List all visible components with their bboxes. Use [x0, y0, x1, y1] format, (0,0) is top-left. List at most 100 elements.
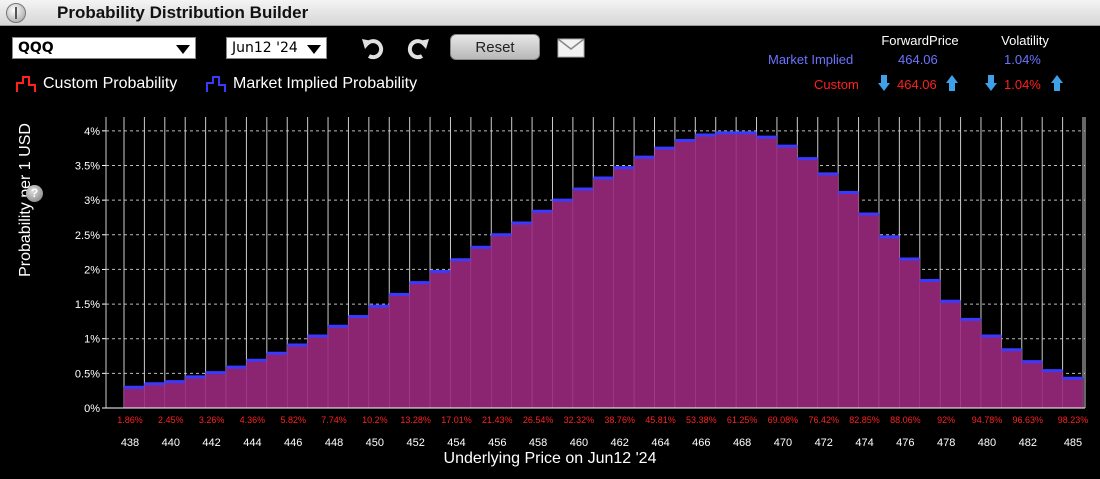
cumulative-probability-label: 76.42% [808, 415, 839, 425]
probability-bar[interactable] [286, 344, 308, 409]
probability-bar[interactable] [1001, 349, 1023, 409]
forward-price-header: ForwardPrice [881, 33, 959, 48]
market-volatility-value: 1.04% [1004, 52, 1041, 67]
probability-bar[interactable] [1041, 370, 1063, 409]
reset-button[interactable]: Reset [450, 34, 540, 60]
probability-bar[interactable] [348, 316, 370, 409]
chevron-down-icon [176, 45, 190, 54]
probability-bar[interactable] [858, 213, 880, 409]
probability-bar[interactable] [205, 372, 227, 409]
probability-bar[interactable] [919, 280, 941, 409]
title-bar: Probability Distribution Builder [0, 0, 1100, 26]
probability-bar[interactable] [450, 259, 472, 409]
cumulative-probability-label: 3.26% [199, 415, 225, 425]
probability-bar[interactable] [552, 199, 574, 409]
probability-bar[interactable] [980, 335, 1002, 409]
probability-bar[interactable] [491, 234, 512, 409]
probability-bar[interactable] [327, 325, 349, 409]
y-tick-label: 0% [84, 403, 100, 415]
probability-bar[interactable] [368, 305, 390, 409]
x-tick-label: 464 [651, 437, 669, 449]
x-tick-label: 450 [366, 437, 384, 449]
probability-bar[interactable] [613, 167, 635, 409]
probability-bar[interactable] [164, 381, 186, 409]
cumulative-probability-label: 94.78% [972, 415, 1003, 425]
x-tick-label: 444 [243, 437, 261, 449]
probability-bar[interactable] [756, 136, 778, 409]
custom-forward-value: 464.06 [897, 77, 937, 92]
arrow-up-icon[interactable] [946, 75, 958, 91]
probability-bar[interactable] [123, 386, 145, 409]
probability-bar[interactable] [429, 271, 451, 409]
probability-bar[interactable] [572, 188, 594, 409]
x-tick-label: 438 [121, 437, 139, 449]
probability-bar[interactable] [654, 147, 676, 409]
undo-icon[interactable] [360, 35, 386, 61]
arrow-down-icon[interactable] [878, 75, 890, 91]
probability-bar[interactable] [266, 353, 288, 409]
cumulative-probability-label: 13.28% [400, 415, 431, 425]
redo-icon[interactable] [405, 35, 431, 61]
probability-bar[interactable] [817, 173, 839, 409]
x-tick-label: 472 [815, 437, 833, 449]
probability-bar[interactable] [695, 134, 716, 409]
expiry-select[interactable]: Jun12 '24 [226, 37, 327, 59]
probability-bar[interactable] [899, 258, 921, 409]
app-icon[interactable] [6, 3, 26, 23]
probability-bar[interactable] [470, 247, 492, 409]
x-tick-label: 448 [325, 437, 343, 449]
probability-bar[interactable] [409, 282, 431, 409]
probability-bar[interactable] [939, 301, 961, 409]
x-tick-label: 482 [1019, 437, 1037, 449]
mail-icon[interactable] [557, 38, 585, 58]
probability-bar[interactable] [593, 177, 614, 409]
probability-bar[interactable] [307, 335, 329, 409]
x-tick-label: 468 [733, 437, 751, 449]
probability-bar[interactable] [246, 359, 268, 409]
probability-bar[interactable] [1062, 377, 1084, 409]
custom-volatility-value: 1.04% [1004, 77, 1041, 92]
cumulative-probability-label: 1.86% [117, 415, 143, 425]
probability-bar[interactable] [531, 210, 553, 409]
legend-custom-label: Custom Probability [43, 75, 178, 92]
help-icon[interactable]: ? [26, 185, 43, 202]
symbol-select[interactable]: QQQ [12, 37, 196, 59]
legend-market: Market Implied Probability [205, 74, 417, 94]
probability-bar[interactable] [674, 140, 696, 409]
probability-bar[interactable] [225, 366, 247, 409]
x-tick-label: 458 [529, 437, 547, 449]
probability-bar[interactable] [511, 222, 533, 409]
probability-bar[interactable] [633, 156, 655, 409]
x-tick-label: 442 [202, 437, 220, 449]
y-tick-label: 2.5% [75, 230, 100, 242]
probability-bar[interactable] [389, 294, 410, 409]
market-implied-label: Market Implied [768, 52, 854, 67]
probability-bar[interactable] [960, 319, 982, 409]
x-tick-label: 476 [896, 437, 914, 449]
x-axis-title: Underlying Price on Jun12 '24 [443, 450, 657, 467]
probability-bar[interactable] [878, 236, 900, 409]
arrow-down-icon[interactable] [985, 75, 997, 91]
probability-bar[interactable] [1021, 361, 1043, 409]
x-tick-label: 466 [692, 437, 710, 449]
cumulative-probability-label: 61.25% [727, 415, 758, 425]
probability-bar[interactable] [776, 145, 798, 409]
cumulative-probability-label: 17.01% [441, 415, 472, 425]
x-tick-label: 462 [611, 437, 629, 449]
x-tick-label: 485 [1064, 437, 1082, 449]
chevron-down-icon [307, 45, 321, 54]
arrow-up-icon[interactable] [1051, 75, 1063, 91]
cumulative-probability-label: 2.45% [158, 415, 184, 425]
cumulative-probability-label: 5.82% [280, 415, 306, 425]
probability-bar[interactable] [144, 383, 166, 409]
x-tick-label: 480 [978, 437, 996, 449]
probability-bar[interactable] [735, 132, 757, 409]
volatility-header: Volatility [1001, 33, 1049, 48]
probability-bar[interactable] [797, 158, 818, 409]
x-tick-label: 440 [162, 437, 180, 449]
y-tick-label: 3.5% [75, 161, 100, 173]
probability-bar[interactable] [837, 192, 859, 409]
probability-bar[interactable] [184, 376, 206, 409]
probability-bar[interactable] [715, 132, 737, 409]
